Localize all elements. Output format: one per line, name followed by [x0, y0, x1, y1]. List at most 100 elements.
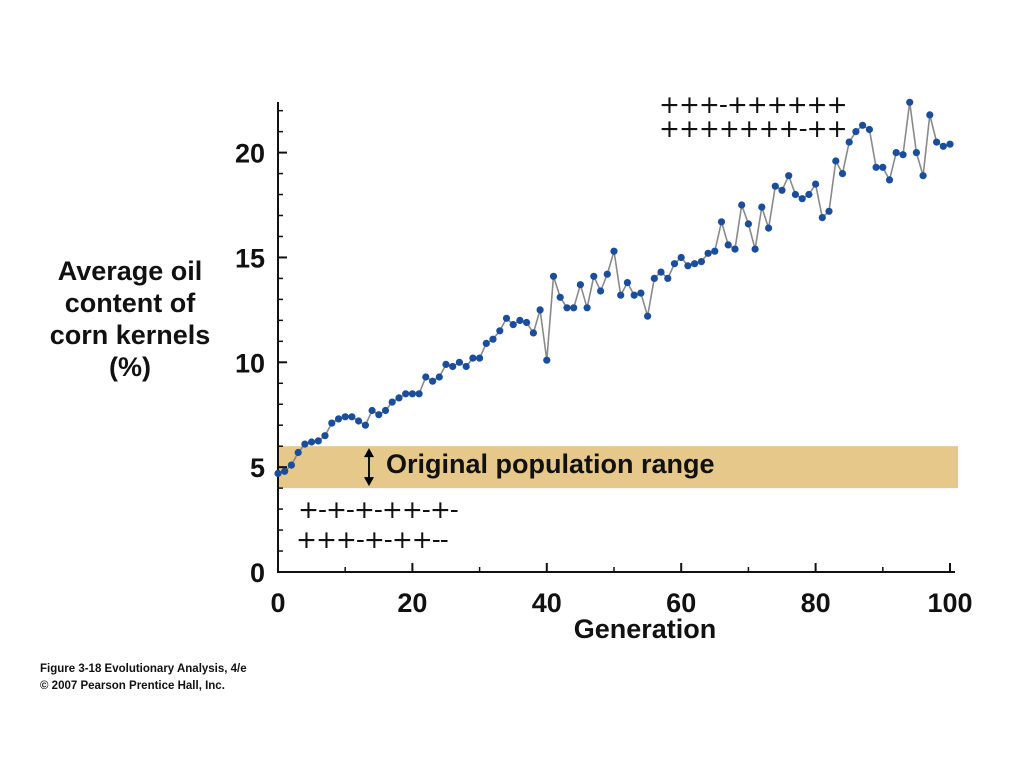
data-point: [375, 411, 383, 419]
data-point: [341, 413, 349, 421]
axes: 0 5 10 15 20 0 20 40 60 80 100: [235, 102, 973, 618]
data-point: [771, 182, 779, 190]
data-point: [825, 207, 833, 215]
data-point: [469, 354, 477, 362]
data-point: [308, 438, 316, 446]
data-point: [791, 190, 800, 199]
data-point: [610, 247, 618, 255]
data-point: [724, 241, 732, 249]
data-point: [496, 327, 504, 335]
data-point: [818, 214, 826, 222]
data-point: [415, 390, 423, 398]
data-point: [509, 321, 517, 329]
genotype-annotation-bottom-2: +++-+-++--: [296, 525, 449, 554]
data-point: [906, 98, 914, 106]
data-point: [677, 253, 685, 262]
x-tick-label: 100: [927, 588, 972, 618]
original-range-band: [278, 446, 958, 489]
data-point: [919, 172, 927, 180]
genotype-annotation-top-1: +++-++++++: [659, 90, 848, 119]
y-axis-label: Average oil content of corn kernels (%): [30, 256, 230, 383]
data-point: [502, 314, 511, 322]
data-point: [691, 260, 699, 268]
data-point: [798, 195, 806, 203]
data-point: [758, 203, 766, 211]
data-point: [361, 421, 369, 429]
band-range-arrow-head-up: [364, 448, 374, 458]
data-point: [751, 245, 759, 253]
data-point: [583, 304, 591, 312]
data-point: [274, 469, 282, 477]
data-point: [859, 121, 867, 129]
data-point: [630, 291, 638, 299]
data-point: [933, 138, 941, 146]
data-point: [576, 281, 585, 289]
data-point: [865, 125, 874, 134]
data-point: [805, 190, 813, 199]
y-axis-label-line: (%): [109, 351, 151, 382]
data-point: [429, 377, 437, 385]
data-point: [644, 312, 652, 320]
y-axis-label-line: corn kernels: [49, 319, 211, 350]
data-point: [738, 201, 746, 209]
data-point: [381, 406, 390, 415]
data-point: [281, 467, 289, 475]
x-tick-label: 80: [801, 588, 831, 618]
data-point: [321, 432, 329, 440]
data-point: [294, 448, 302, 457]
data-point: [455, 358, 463, 366]
data-point: [872, 163, 880, 171]
band-label: Original population range: [386, 449, 715, 479]
data-point: [301, 440, 309, 448]
data-point: [590, 272, 598, 280]
data-point: [523, 318, 531, 327]
data-point: [785, 172, 793, 180]
data-point: [570, 304, 578, 312]
data-point: [744, 220, 753, 228]
data-points: [274, 98, 954, 477]
data-point: [670, 260, 679, 268]
data-point: [482, 339, 490, 347]
data-point: [704, 249, 712, 257]
x-tick-label: 40: [532, 588, 562, 618]
data-point: [684, 262, 692, 270]
data-point: [711, 247, 719, 255]
data-point: [650, 274, 658, 282]
data-point: [664, 274, 672, 282]
data-point: [731, 245, 739, 253]
data-point: [623, 279, 632, 287]
data-point: [402, 390, 410, 398]
data-point: [529, 329, 538, 337]
figure-caption: Figure 3-18 Evolutionary Analysis, 4/e: [40, 663, 247, 675]
x-axis-label: Generation: [573, 614, 717, 644]
y-axis-label-line: Average oil: [57, 256, 203, 286]
data-point: [287, 461, 295, 469]
data-point: [765, 224, 773, 232]
data-point: [489, 335, 497, 343]
data-point: [812, 180, 820, 188]
data-point: [892, 149, 900, 157]
data-point: [899, 151, 907, 159]
data-point: [637, 289, 645, 297]
data-point: [556, 293, 564, 301]
genotype-annotation-bottom-1: +-+-+-++-+-: [298, 495, 459, 524]
data-point: [368, 406, 376, 415]
data-point: [838, 170, 847, 178]
data-point: [657, 268, 665, 276]
data-point: [697, 258, 706, 266]
band-range-arrow-head-down: [364, 477, 374, 487]
data-point: [939, 142, 947, 150]
data-point: [355, 417, 363, 425]
data-point: [717, 218, 726, 226]
y-tick-label: 0: [250, 558, 265, 588]
y-tick-label: 20: [235, 139, 265, 169]
data-point: [543, 356, 551, 364]
data-point: [328, 419, 336, 427]
data-point: [435, 373, 443, 381]
y-tick-label: 15: [235, 243, 265, 273]
data-point: [395, 394, 403, 402]
data-point: [832, 157, 840, 165]
data-point: [314, 437, 322, 445]
y-axis-label-line: content of: [64, 287, 196, 318]
